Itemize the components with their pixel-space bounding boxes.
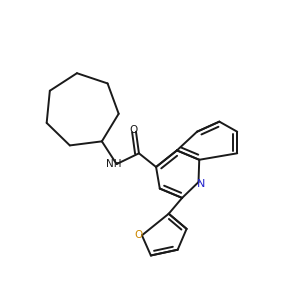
Text: O: O <box>135 230 143 240</box>
Text: N: N <box>197 179 205 189</box>
Text: O: O <box>130 124 138 135</box>
Text: NH: NH <box>106 159 121 169</box>
